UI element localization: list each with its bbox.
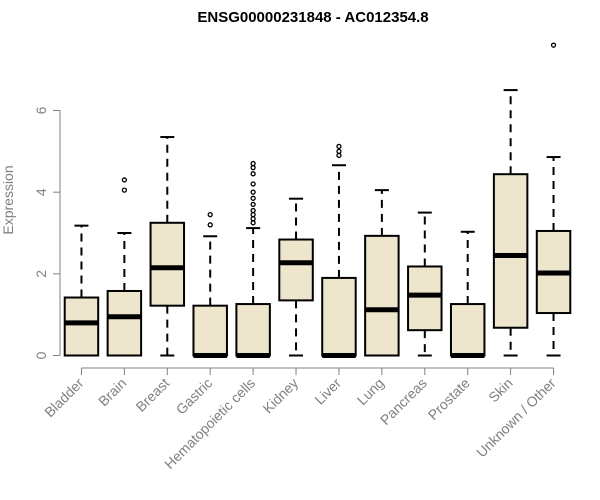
outlier-point [250, 195, 256, 201]
box-rect [106, 289, 143, 357]
box-rect [407, 265, 443, 332]
box-brain [106, 177, 143, 357]
box-rect [492, 173, 529, 329]
x-tick-label: Liver [311, 375, 344, 408]
box-rect [278, 238, 314, 302]
outlier-point [250, 211, 256, 218]
y-tick-label: 2 [33, 270, 49, 278]
box-breast [149, 136, 186, 357]
outlier-point [336, 152, 342, 159]
chart-title: ENSG00000231848 - AC012354.8 [197, 9, 428, 26]
x-tick-label: Pancreas [377, 375, 430, 428]
box-rect [149, 221, 186, 307]
x-tick-label: Unknown / Other [473, 375, 559, 461]
outlier-point [207, 211, 213, 218]
outlier-point [250, 160, 256, 167]
box-pancreas [407, 211, 443, 357]
box-bladder [63, 224, 100, 357]
outlier-point [250, 201, 256, 208]
box-rect [364, 234, 400, 357]
outlier-point [207, 222, 213, 228]
box-rect [449, 303, 486, 357]
box-rect [63, 296, 100, 357]
x-tick-label: Lung [354, 375, 387, 408]
x-tick-label: Gastric [173, 375, 216, 418]
box-gastric [192, 211, 228, 358]
box-kidney [278, 197, 314, 357]
x-tick-label: Kidney [260, 375, 302, 417]
outlier-point [250, 189, 256, 195]
outlier-point [121, 177, 128, 183]
box-rect [321, 276, 357, 357]
outlier-point [336, 148, 342, 154]
outlier-point [121, 187, 128, 193]
x-tick-label: Bladder [41, 375, 87, 421]
y-tick-label: 6 [33, 106, 49, 114]
x-tick-label: Skin [485, 375, 516, 406]
box-prostate [449, 230, 486, 358]
box-liver [321, 143, 357, 358]
box-rect [192, 304, 228, 357]
box-skin [492, 89, 529, 357]
outlier-point [250, 207, 256, 214]
x-tick-label: Prostate [425, 375, 473, 423]
boxes-group [63, 42, 572, 358]
outlier-point [250, 171, 256, 177]
outlier-point [550, 42, 557, 48]
y-axis-label: Expression [0, 165, 16, 234]
box-rect [235, 303, 271, 357]
box-unknown-other [535, 42, 572, 357]
outlier-point [250, 220, 256, 226]
outlier-point [336, 143, 342, 150]
outlier-point [250, 181, 256, 187]
outlier-point [250, 216, 256, 222]
y-tick-label: 0 [33, 351, 49, 359]
box-hematopoietic-cells [235, 160, 271, 358]
x-tick-label: Breast [132, 375, 172, 415]
y-axis: 0 2 4 6 [33, 106, 61, 359]
x-tick-label: Brain [95, 375, 129, 409]
box-lung [364, 189, 400, 357]
outlier-point [250, 165, 256, 171]
y-tick-label: 4 [33, 188, 49, 196]
